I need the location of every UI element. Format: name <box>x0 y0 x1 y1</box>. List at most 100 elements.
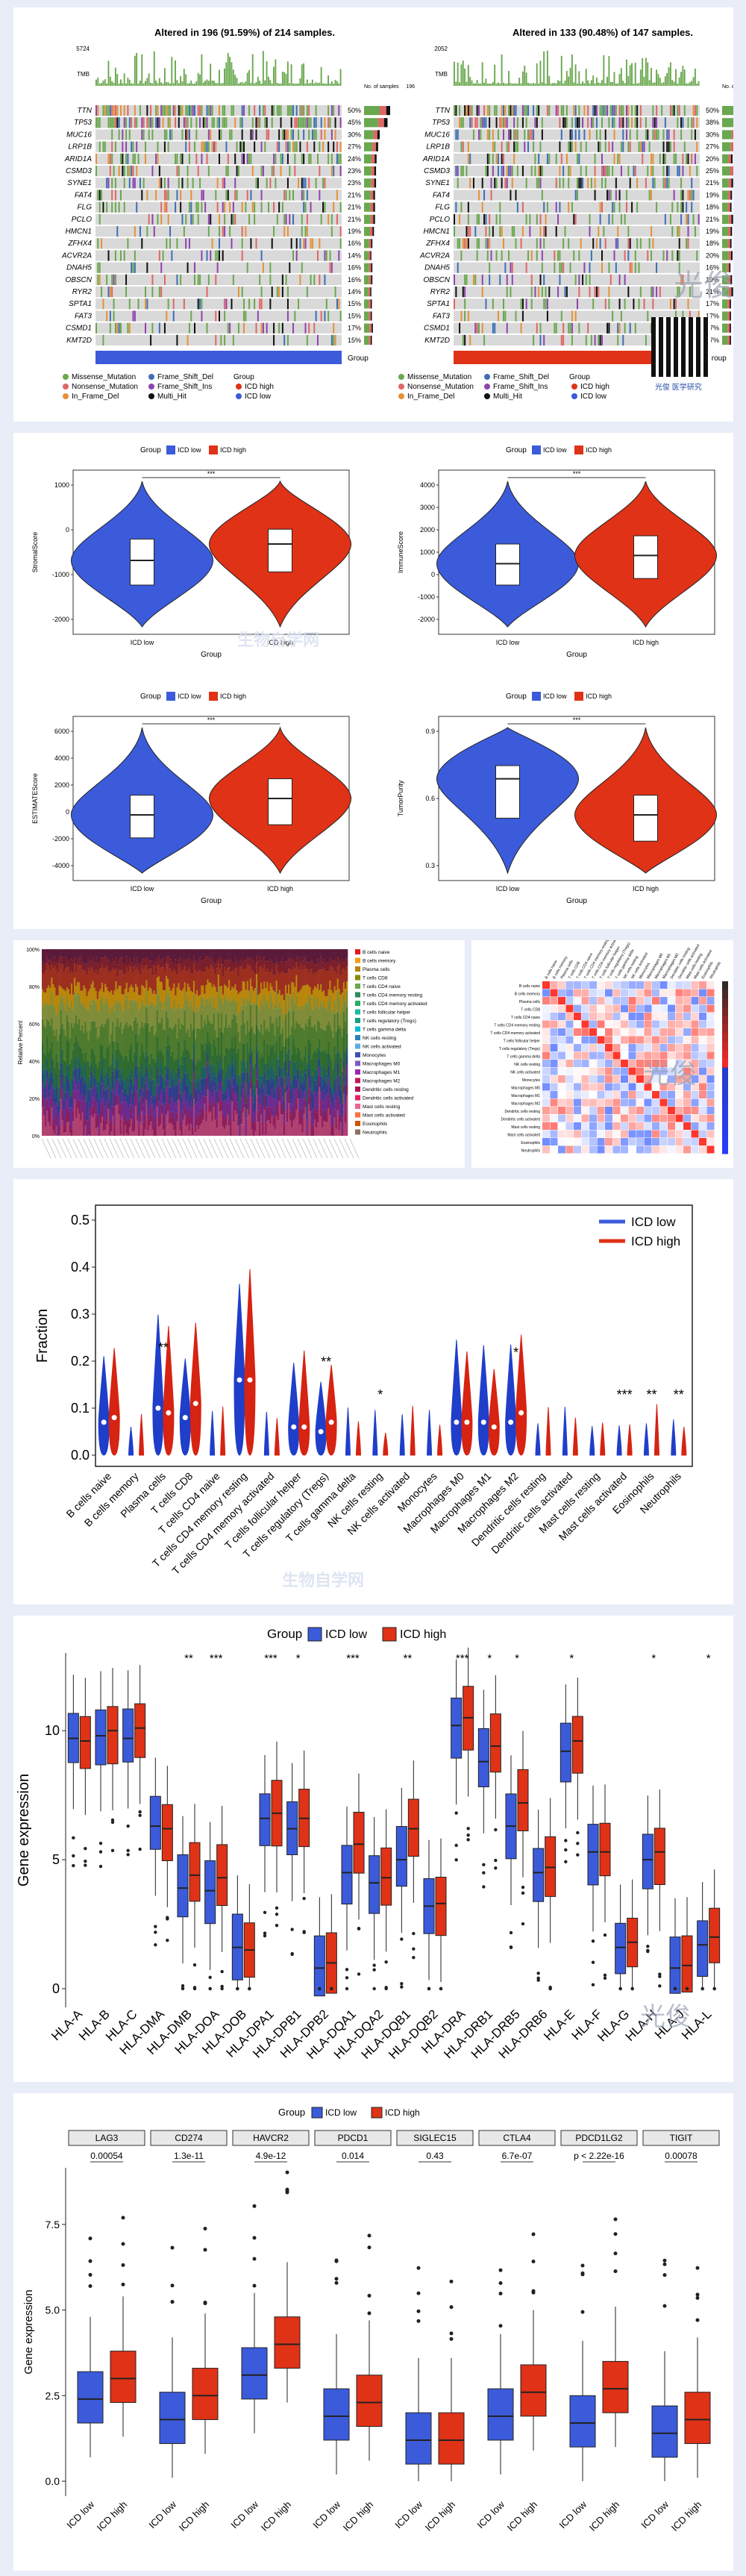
ciber-bar-segment <box>112 968 114 995</box>
ciber-bar-segment <box>213 1076 215 1087</box>
violin-xlabel: Group <box>201 897 222 905</box>
heat-cell <box>683 1020 691 1028</box>
right-mutation-cell <box>651 287 653 298</box>
right-mutation-cell <box>608 141 610 152</box>
left-tmb-bar <box>128 79 131 86</box>
ciber-bar-segment <box>265 1134 267 1136</box>
ciber-bar-segment <box>254 1131 257 1136</box>
right-mutation-cell <box>622 334 624 346</box>
ciber-bar-segment <box>166 1045 168 1066</box>
right-count-bar <box>722 130 732 140</box>
right-tmb-bar <box>527 82 529 86</box>
ciber-bar-segment <box>297 1047 299 1061</box>
ciber-bar-segment <box>172 1111 174 1125</box>
ciber-bar-segment <box>231 1116 233 1136</box>
ciber-bar-segment <box>45 992 47 1002</box>
left-gene-label: SYNE1 <box>67 179 92 187</box>
ciber-bar-segment <box>315 964 318 973</box>
left-count-bar <box>364 263 369 272</box>
ciber-bar-segment <box>230 960 232 973</box>
ciber-bar-segment <box>54 956 56 966</box>
ciber-bar-segment <box>83 1004 85 1034</box>
ciber-bar-segment <box>86 1031 88 1063</box>
ciber-bar-segment <box>342 994 345 1012</box>
ciber-bar-segment <box>122 974 125 995</box>
ciber-bar-segment <box>278 990 281 1003</box>
right-group-legend-dot <box>571 384 577 390</box>
ciber-bar-segment <box>263 1095 266 1110</box>
ciber-bar-segment <box>134 1131 136 1136</box>
right-mutation-cell <box>585 141 587 152</box>
ciber-bar-segment <box>202 960 204 972</box>
left-mutation-cell <box>283 129 286 140</box>
left-mutation-cell <box>301 190 303 201</box>
ciber-bar-segment <box>312 1010 315 1028</box>
ciber-bar-segment <box>317 1059 319 1075</box>
ciber-bar-segment <box>329 1075 331 1088</box>
ciber-bar-segment <box>107 949 110 960</box>
right-mutation-cell <box>682 190 684 201</box>
left-mutation-cell <box>315 105 317 116</box>
heat-cell <box>574 1051 581 1060</box>
ciber-bar-segment <box>294 1090 296 1110</box>
ciber-bar-segment <box>275 949 278 959</box>
right-count-bar <box>730 251 733 260</box>
right-mutation-cell <box>564 117 566 128</box>
ciber-bar-segment <box>61 997 63 1024</box>
heat-cell <box>612 989 621 997</box>
right-mutation-cell <box>659 287 661 298</box>
left-tmb-bar <box>295 83 298 86</box>
ciber-bar-segment <box>272 1098 275 1118</box>
ciber-bar-segment <box>153 1125 155 1136</box>
ciber-bar-segment <box>210 1102 212 1112</box>
right-tmb-bar <box>472 83 474 86</box>
ciber-bar-segment <box>55 1015 57 1030</box>
ciber-bar-segment <box>211 966 213 987</box>
ciber-bar-segment <box>106 966 108 988</box>
right-legend-item: Missense_Mutation <box>407 373 471 381</box>
ciber-bar-segment <box>297 957 299 967</box>
right-mutation-cell <box>626 190 628 201</box>
left-mutation-cell <box>157 153 159 164</box>
ciber-bar-segment <box>213 969 215 985</box>
left-count-bar <box>364 130 374 140</box>
ciber-bar-segment <box>336 978 339 992</box>
ciber-bar-segment <box>128 958 131 966</box>
left-tmb-bar <box>339 69 342 86</box>
right-mutation-cell <box>609 190 612 201</box>
right-mutation-cell <box>464 105 466 116</box>
ciber-bar-segment <box>201 972 203 986</box>
ciber-bar-segment <box>147 1055 149 1073</box>
right-mutation-cell <box>494 178 496 189</box>
left-mutation-cell <box>211 105 213 116</box>
ciber-bar-segment <box>87 1120 90 1135</box>
ciber-bar-segment <box>195 1088 197 1104</box>
ciber-bar-segment <box>166 1065 168 1074</box>
left-mutation-cell <box>304 117 307 128</box>
ciber-bar-segment <box>61 949 63 957</box>
left-mutation-cell <box>128 129 131 140</box>
right-mutation-cell <box>615 190 617 201</box>
ciber-bar-segment <box>213 996 215 1013</box>
right-mutation-cell <box>457 178 459 189</box>
ciber-bar-segment <box>275 990 278 1018</box>
ciber-bar-segment <box>122 1134 125 1136</box>
left-mutation-cell <box>266 117 268 128</box>
ciber-bar-segment <box>115 1049 117 1061</box>
right-mutation-cell <box>634 262 636 273</box>
ciber-bar-segment <box>202 972 204 986</box>
ciber-bar-segment <box>101 964 104 983</box>
ciber-bar-segment <box>191 1135 194 1136</box>
ciber-bar-segment <box>178 1041 180 1060</box>
ciber-bar-segment <box>317 949 319 960</box>
right-pct: 20% <box>706 155 719 163</box>
right-tmb-bar <box>552 83 554 86</box>
ciber-bar-segment <box>262 957 264 969</box>
right-mutation-cell <box>694 129 696 140</box>
ciber-bar-segment <box>87 949 90 957</box>
ciber-bar-segment <box>260 982 263 999</box>
right-mutation-cell <box>455 201 457 213</box>
ciber-bar-segment <box>90 1107 93 1116</box>
right-mutation-cell <box>618 153 621 164</box>
ciber-bar-segment <box>292 1039 295 1062</box>
